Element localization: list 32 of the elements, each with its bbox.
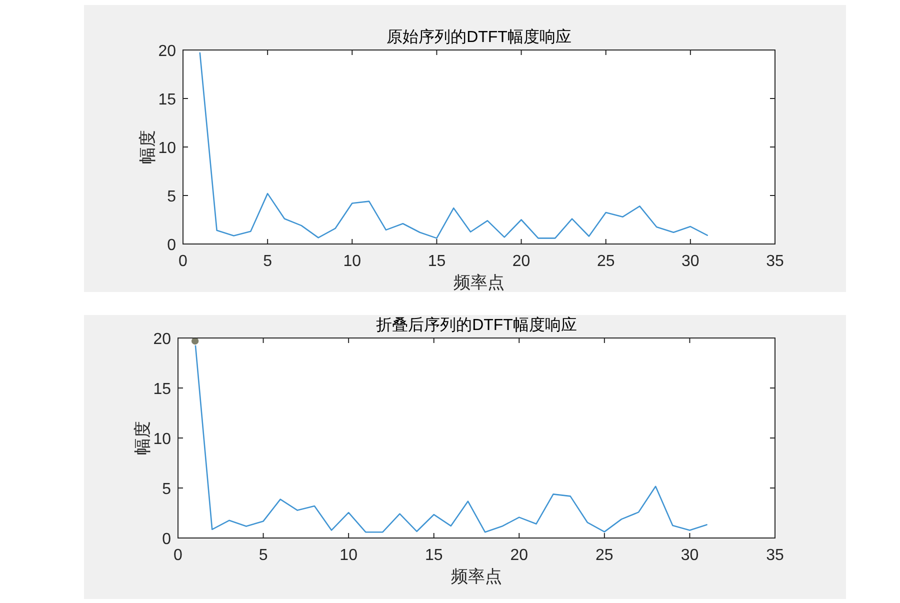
y-tick-label: 10 [153,431,172,448]
x-tick-label: 35 [766,253,784,270]
x-tick-label: 30 [680,547,699,564]
x-tick-label: 25 [596,547,614,564]
x-tick-label: 30 [682,253,700,270]
y-tick-label: 15 [153,381,172,398]
y-tick-label: 10 [158,140,176,157]
x-tick-label: 25 [596,253,615,270]
y-tick-label: 0 [167,237,176,254]
x-tick-label: 10 [343,253,362,270]
x-tick-label: 5 [263,253,272,270]
x-tick-label: 10 [340,547,358,564]
y-axis-title: 幅度 [138,130,157,164]
chart-title: 折叠后序列的DTFT幅度响应 [376,316,577,334]
x-tick-label: 35 [766,547,784,564]
chart-title: 原始序列的DTFT幅度响应 [386,28,572,46]
x-tick-label: 5 [258,547,268,564]
x-axis-title: 频率点 [454,273,504,292]
y-tick-label: 15 [158,92,176,108]
x-tick-label: 0 [178,253,188,270]
line-series [199,52,708,239]
x-tick-label: 15 [424,547,443,564]
x-axis-title: 频率点 [451,567,502,586]
y-tick-label: 20 [153,331,172,348]
x-tick-label: 20 [510,547,528,564]
x-tick-label: 20 [512,253,530,270]
y-tick-label: 0 [162,531,172,548]
y-tick-label: 5 [162,481,172,498]
x-tick-label: 15 [428,253,446,270]
y-tick-label: 5 [167,188,176,206]
y-tick-label: 20 [158,43,176,60]
y-axis-title: 幅度 [133,421,152,455]
